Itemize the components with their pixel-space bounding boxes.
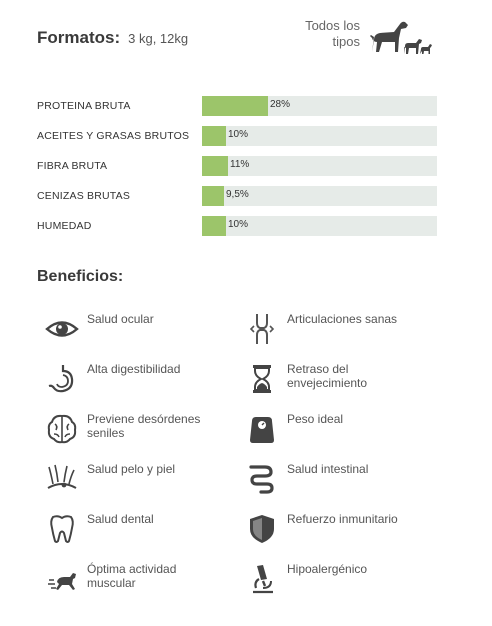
nutrition-bar-track: 10%	[202, 216, 437, 236]
joint-icon	[249, 314, 275, 344]
nutrition-bar-track: 10%	[202, 126, 437, 146]
brain-icon	[47, 414, 77, 444]
nutrition-bar-track: 11%	[202, 156, 437, 176]
benefits-title: Beneficios:	[37, 268, 124, 285]
dogs-icon	[370, 21, 432, 54]
benefit-label: Salud ocular	[87, 312, 154, 326]
benefit-label: Salud pelo y piel	[87, 462, 176, 476]
nutrition-bar-fill	[202, 216, 226, 236]
nutrition-value: 10%	[228, 219, 249, 230]
nutrition-row: ACEITES Y GRASAS BRUTOS 10%	[37, 126, 437, 156]
scale-icon	[250, 417, 274, 443]
shield-icon	[250, 515, 274, 543]
benefit-item: Óptima actividad muscular	[45, 562, 217, 596]
benefit-label: Hipoalergénico	[287, 562, 368, 576]
nutrition-bar-fill	[202, 96, 268, 116]
nutrition-table: PROTEINA BRUTA 28% ACEITES Y GRASAS BRUTOS…	[37, 96, 437, 246]
nutrition-value: 28%	[270, 99, 291, 110]
nutrition-row: CENIZAS BRUTAS 9,5%	[37, 186, 437, 216]
benefit-label: Salud dental	[87, 512, 154, 526]
benefit-item: Hipoalergénico	[245, 562, 417, 596]
formats-title: Formatos:	[37, 28, 121, 47]
benefit-item: Previene desórdenes seniles	[45, 412, 217, 446]
stomach-icon	[48, 365, 74, 393]
hourglass-icon	[253, 365, 271, 393]
eye-icon	[45, 321, 79, 337]
nutrition-label: PROTEINA BRUTA	[37, 100, 131, 112]
benefit-item: Peso ideal	[245, 412, 417, 446]
benefit-item: Salud dental	[45, 512, 217, 546]
formats-value: 3 kg, 12kg	[128, 31, 189, 46]
benefit-label: Óptima actividad muscular	[87, 562, 177, 590]
dog-types-line1: Todos los	[305, 18, 360, 33]
benefit-label: Peso ideal	[287, 412, 344, 426]
benefit-item: Retraso del envejecimiento	[245, 362, 417, 396]
benefit-label: Alta digestibilidad	[87, 362, 181, 376]
nutrition-label: HUMEDAD	[37, 220, 92, 232]
nutrition-bar-fill	[202, 156, 228, 176]
benefit-item: Refuerzo inmunitario	[245, 512, 417, 546]
microscope-icon	[253, 565, 273, 594]
hair-skin-icon	[47, 464, 77, 489]
benefit-item: Salud ocular	[45, 312, 217, 346]
nutrition-value: 10%	[228, 129, 249, 140]
nutrition-row: HUMEDAD 10%	[37, 216, 437, 246]
benefit-label: Retraso del envejecimiento	[287, 362, 368, 390]
nutrition-bar-track: 28%	[202, 96, 437, 116]
nutrition-label: FIBRA BRUTA	[37, 160, 108, 172]
benefit-label: Articulaciones sanas	[287, 312, 398, 326]
nutrition-row: FIBRA BRUTA 11%	[37, 156, 437, 186]
nutrition-bar-fill	[202, 126, 226, 146]
benefit-item: Salud intestinal	[245, 462, 417, 496]
nutrition-value: 9,5%	[226, 189, 249, 200]
benefit-label: Salud intestinal	[287, 462, 369, 476]
nutrition-value: 11%	[230, 159, 250, 170]
nutrition-label: ACEITES Y GRASAS BRUTOS	[37, 130, 190, 142]
benefit-label: Previene desórdenes seniles	[87, 412, 201, 440]
benefit-label: Refuerzo inmunitario	[287, 512, 398, 526]
nutrition-label: CENIZAS BRUTAS	[37, 190, 131, 202]
dog-types-line2: tipos	[332, 34, 360, 49]
benefit-item: Alta digestibilidad	[45, 362, 217, 396]
formats-line: Formatos: 3 kg, 12kg	[37, 28, 188, 48]
tooth-icon	[50, 515, 74, 543]
benefit-item: Articulaciones sanas	[245, 312, 417, 346]
nutrition-bar-fill	[202, 186, 224, 206]
nutrition-bar-track: 9,5%	[202, 186, 437, 206]
running-dog-icon	[48, 573, 76, 590]
benefit-item: Salud pelo y piel	[45, 462, 217, 496]
nutrition-row: PROTEINA BRUTA 28%	[37, 96, 437, 126]
intestine-icon	[249, 465, 274, 494]
dog-types-label: Todos los tipos	[292, 18, 360, 50]
